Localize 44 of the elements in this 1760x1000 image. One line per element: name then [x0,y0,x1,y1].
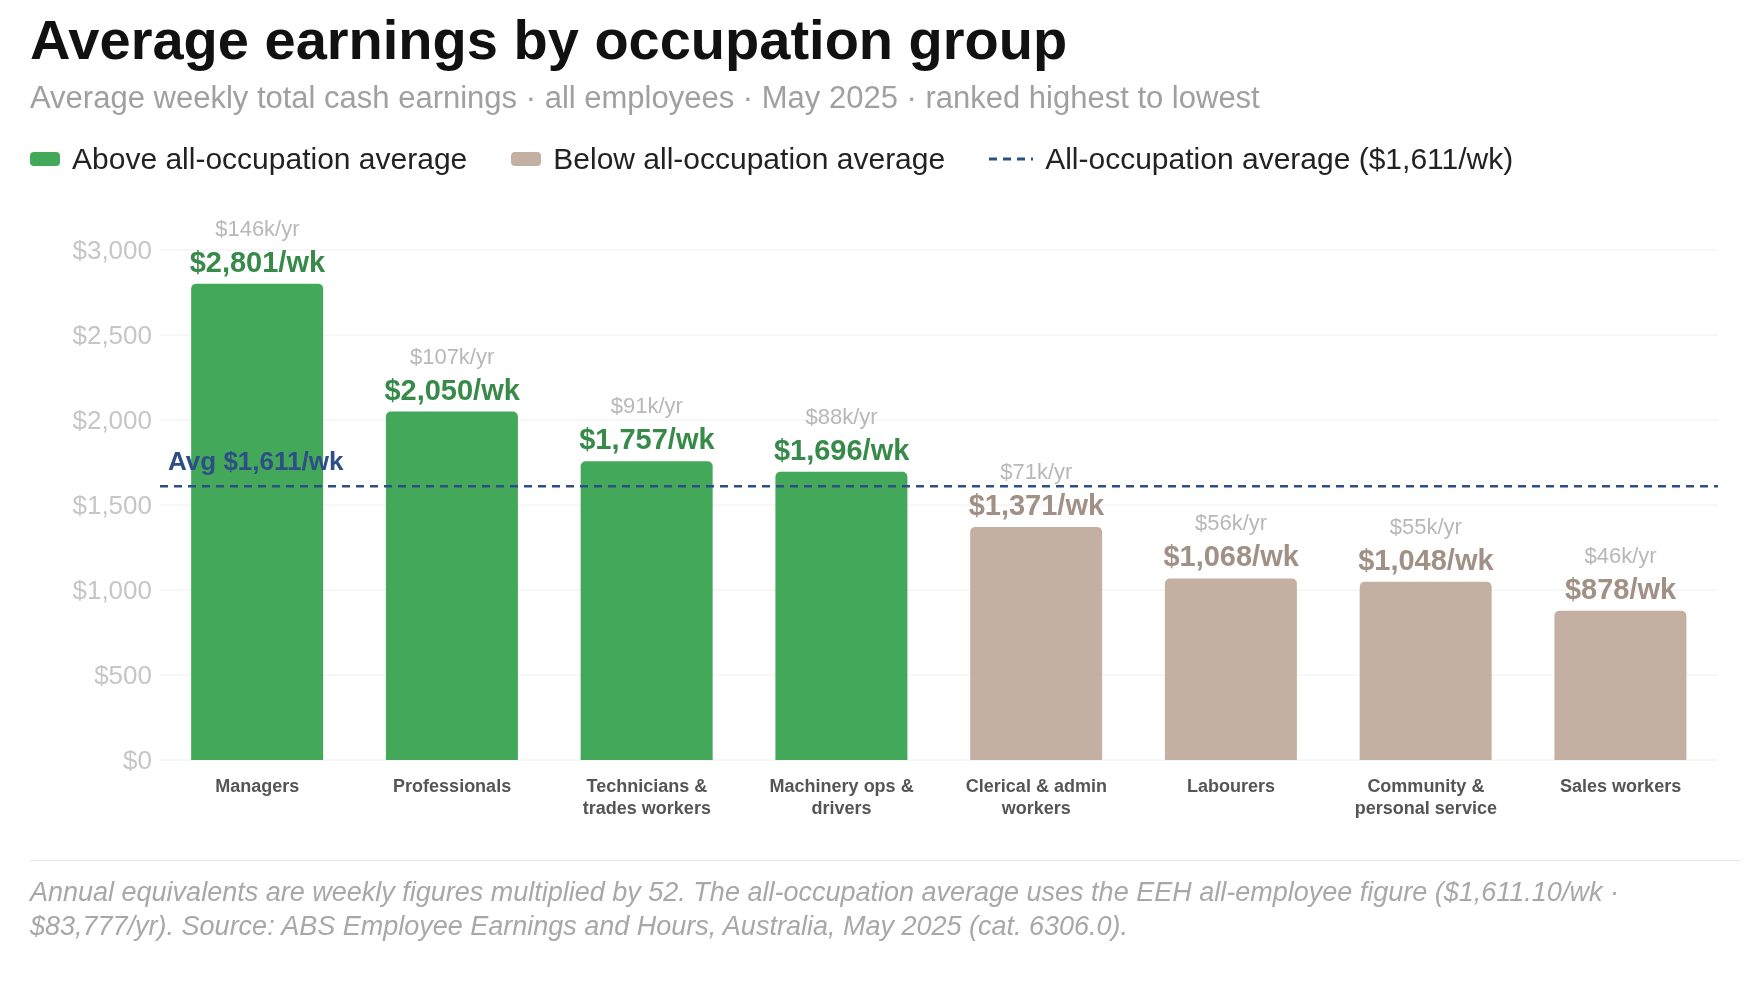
legend-label: Below all-occupation average [553,142,946,176]
y-tick-label: $2,500 [72,320,152,351]
x-tick-label: Labourers [1187,776,1276,796]
x-tick-label: Technicians & trades workers [582,776,711,818]
x-tick-label: Clerical & admin workers [965,776,1107,818]
annotation: $55k/yr [1389,513,1462,539]
chart-subtitle: Average weekly total cash earnings · all employees · May 2025 · ranked highest to lowest [30,80,1261,116]
bar [1359,581,1492,760]
y-tick-label: $0 [123,745,152,776]
y-tick-label: $3,000 [72,235,152,266]
data-label: $2,801/wk [189,245,326,278]
y-tick-label: $1,500 [72,490,152,521]
x-tick-label: Machinery ops & drivers [769,776,914,818]
data-label: $2,050/wk [384,373,521,406]
bar [385,411,518,760]
data-label: $1,371/wk [968,488,1105,521]
annotation: $71k/yr [1000,458,1073,484]
chart-title: Average earnings by occupation group [30,8,1069,72]
x-tick-label: Sales workers [1560,776,1682,796]
data-label: $1,757/wk [579,423,716,456]
y-tick-label: $2,000 [72,405,152,436]
y-tick-label: $1,000 [72,575,152,606]
legend-label: Above all-occupation average [72,142,468,176]
annotation: $107k/yr [409,343,495,369]
bar [580,461,713,760]
bar [970,526,1103,760]
bar [1164,578,1297,760]
x-tick-label: Professionals [393,776,512,796]
data-label: $878/wk [1564,572,1678,605]
text: Annual equivalents are weekly figures multiplied by 52. The all-occupation average uses the EEH all-employee figure ($1,611.10/wk · $83,777/yr). Source: ABS Employee Earnings and Hours, Australia, May 2025 (cat. 6306.0). [30,876,1620,943]
annotation: $91k/yr [610,393,683,419]
data-label: $1,696/wk [773,433,911,466]
x-tick-label: Managers [215,776,300,796]
annotation: $56k/yr [1195,510,1268,536]
data-label: $1,068/wk [1163,540,1300,573]
text: All-occupation average ($1,611/wk) [1045,142,1514,176]
y-tick-label: $500 [94,660,152,691]
annotation: $46k/yr [1584,542,1657,568]
x-tick-label: Community & personal service [1354,776,1497,818]
data-label: $1,048/wk [1358,543,1495,576]
annotation: $146k/yr [215,215,300,241]
annotation: $88k/yr [805,403,878,429]
bar [1554,610,1687,760]
bar [775,471,908,760]
